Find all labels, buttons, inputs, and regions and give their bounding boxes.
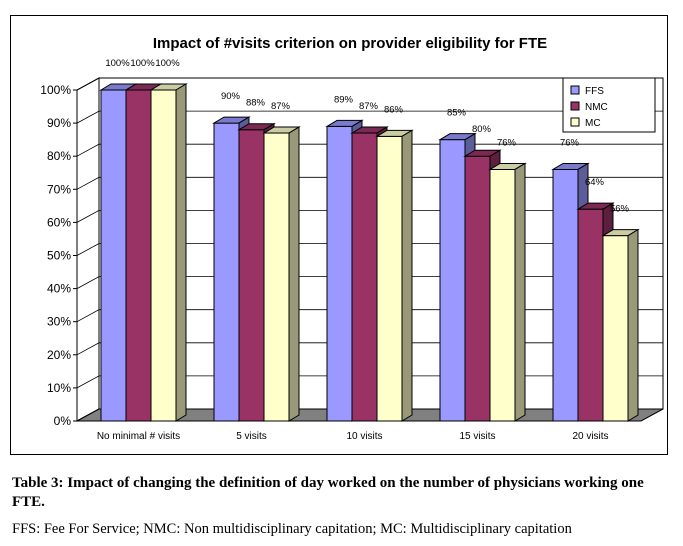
- category-label: 15 visits: [459, 431, 495, 442]
- bar-mc: [262, 126, 301, 422]
- data-label: 76%: [497, 137, 517, 148]
- data-label: 76%: [560, 137, 580, 148]
- y-tick-label: 20%: [47, 348, 71, 362]
- bar-mc: [601, 228, 640, 422]
- bars: 100% 100% 100%90%88% 87%89%87% 86% 85%80%76% 7…: [99, 58, 640, 422]
- legend-swatch: [570, 85, 580, 95]
- y-tick-label: 50%: [47, 249, 71, 263]
- gridline: [76, 110, 663, 124]
- legend-label: FFS: [585, 86, 604, 97]
- legend-swatch: [570, 101, 580, 111]
- data-label: 87%: [271, 101, 291, 112]
- x-axis: No minimal # visits 5 visits 10 visits 15 v…: [97, 431, 609, 442]
- legend-item: FFS: [570, 85, 604, 97]
- table-caption: Table 3: Impact of changing the definiti…: [12, 475, 644, 510]
- y-tick-label: 30%: [47, 315, 71, 329]
- bar-group: 76% 64% 56%: [551, 137, 640, 422]
- category-label: 10 visits: [346, 431, 382, 442]
- bar-mc: [149, 83, 188, 422]
- data-label: 64%: [585, 177, 605, 188]
- gridline: [76, 77, 663, 91]
- bar-group: 90% 88% 87%: [212, 91, 301, 422]
- data-label: 86%: [384, 104, 404, 115]
- data-label: 56%: [610, 204, 630, 215]
- category-label: 20 visits: [572, 431, 608, 442]
- data-label: 88%: [246, 98, 266, 109]
- data-label: 100%: [155, 58, 180, 69]
- legend-swatch: [570, 117, 580, 127]
- data-label: 80%: [472, 124, 492, 135]
- footnote: FFS: Fee For Service; NMC: Non multidisc…: [12, 521, 572, 537]
- y-tick-label: 0%: [54, 414, 72, 428]
- category-label: 5 visits: [236, 431, 267, 442]
- legend-label: NMC: [585, 102, 608, 113]
- y-tick-label: 60%: [47, 215, 71, 229]
- y-tick-label: 10%: [47, 381, 71, 395]
- legend-item: MC: [570, 117, 601, 129]
- legend-item: NMC: [570, 101, 608, 113]
- bar-mc: [488, 162, 527, 422]
- bar-group: 89% 87% 86%: [325, 94, 414, 422]
- data-label: 85%: [447, 108, 467, 119]
- legend-label: MC: [585, 118, 601, 129]
- y-tick-label: 80%: [47, 149, 71, 163]
- bar-mc: [375, 129, 414, 422]
- legend: FFS NMC MC: [562, 77, 656, 133]
- y-axis: 0% 10% 20% 30% 40% 50% 60% 70% 80% 90% 100%: [40, 83, 77, 428]
- y-tick-label: 90%: [47, 116, 71, 130]
- data-label: 100%: [105, 58, 130, 69]
- data-label: 90%: [221, 91, 241, 102]
- category-label: No minimal # visits: [97, 431, 180, 442]
- y-tick-label: 70%: [47, 182, 71, 196]
- bar-group: 100% 100% 100%: [99, 58, 188, 422]
- chart-frame: Impact of #visits criterion on provider …: [10, 15, 668, 455]
- y-tick-label: 40%: [47, 282, 71, 296]
- data-label: 87%: [359, 101, 379, 112]
- chart-title: Impact of #visits criterion on provider …: [153, 35, 547, 52]
- data-label: 89%: [334, 94, 354, 105]
- bar-chart: Impact of #visits criterion on provider …: [40, 35, 664, 442]
- data-label: 100%: [130, 58, 155, 69]
- bar-group: 85% 80% 76%: [438, 108, 527, 422]
- y-tick-label: 100%: [40, 83, 71, 97]
